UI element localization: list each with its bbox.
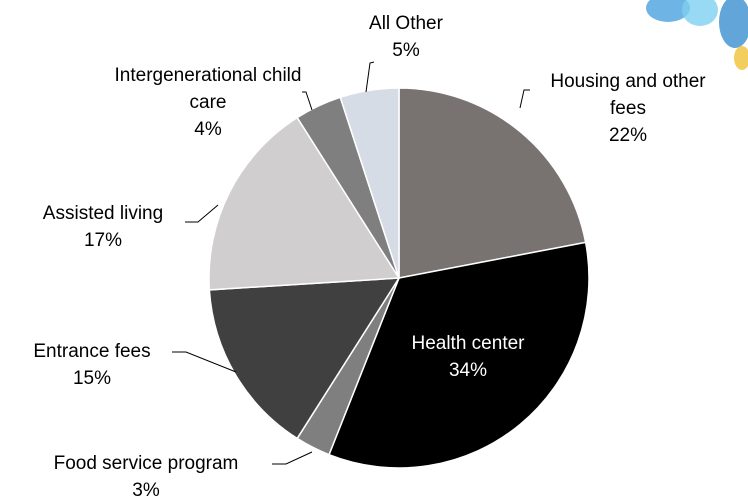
category-label: Entrance fees (7, 338, 177, 365)
value-label: 3% (16, 477, 276, 504)
page: {"chart_data": {"type": "pie", "categori… (0, 0, 748, 499)
value-label: 22% (543, 122, 713, 149)
category-label: Food service program (16, 450, 276, 477)
decoration (646, 0, 748, 70)
leader-line (272, 452, 312, 464)
value-label: 34% (383, 357, 553, 384)
category-label: Assisted living (18, 200, 188, 227)
leader-line (366, 62, 374, 92)
category-label: Intergenerational child care (108, 62, 308, 116)
slices (209, 88, 589, 468)
leader-line (520, 90, 530, 108)
category-label: Housing and other fees (543, 68, 713, 122)
category-label: Health center (383, 330, 553, 357)
value-label: 15% (7, 365, 177, 392)
value-label: 17% (18, 227, 188, 254)
leader-line (185, 205, 218, 222)
value-label: 5% (346, 37, 466, 64)
category-label: All Other (346, 10, 466, 37)
value-label: 4% (108, 116, 308, 143)
